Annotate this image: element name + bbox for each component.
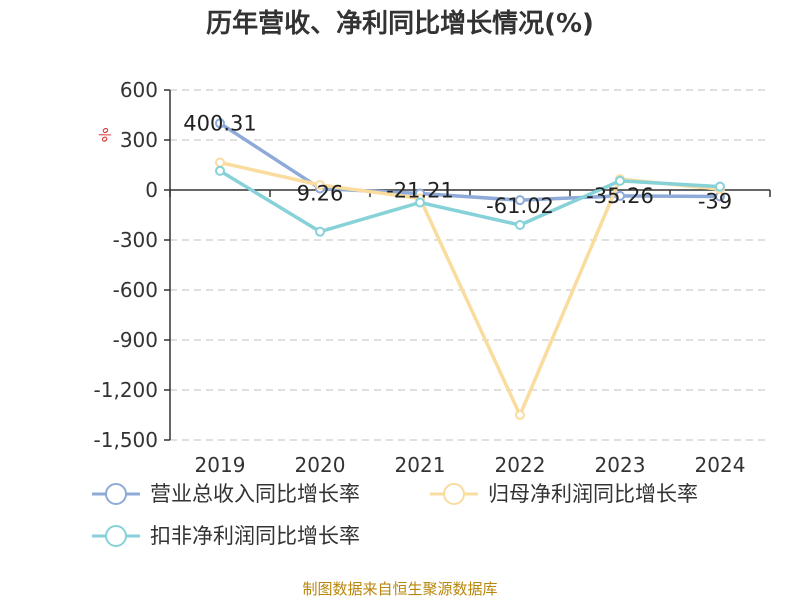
x-tick-label: 2022 <box>495 453 546 477</box>
data-point <box>515 410 525 420</box>
data-point <box>215 118 225 129</box>
data-point <box>215 165 225 176</box>
data-point <box>515 220 525 230</box>
x-tick-label: 2020 <box>295 453 346 477</box>
data-point <box>315 226 325 237</box>
data-label: -35.26 <box>586 184 654 208</box>
chart-title: 历年营收、净利同比增长情况(%) <box>206 8 594 39</box>
x-tick-label: 2023 <box>595 453 646 477</box>
data-point <box>315 180 325 190</box>
legend-item-1: 营业总收入同比增长率 <box>92 482 360 506</box>
data-labels: 400.31 9.26 -21.21 -61.02 -35.26 -39 <box>183 111 732 218</box>
y-tick-label: 0 <box>145 178 158 202</box>
series-lines <box>215 118 725 420</box>
axes <box>164 89 771 441</box>
y-unit-label: % <box>94 126 115 146</box>
data-label: 400.31 <box>183 111 256 135</box>
y-tick-label: 300 <box>120 128 158 152</box>
legend-item-2: 归母净利润同比增长率 <box>430 482 698 506</box>
legend-label: 归母净利润同比增长率 <box>488 482 698 506</box>
y-tick-label: 600 <box>120 78 158 102</box>
y-tick-label: -1,500 <box>94 428 158 452</box>
legend-label: 扣非净利润同比增长率 <box>150 524 360 548</box>
y-tick-label: -1,200 <box>94 378 158 402</box>
series-line-1 <box>219 121 721 202</box>
source-note: 制图数据来自恒生聚源数据库 <box>302 580 497 598</box>
data-point <box>715 181 725 192</box>
data-point <box>515 195 525 206</box>
x-tick-label: 2021 <box>395 453 446 477</box>
y-tick-label: -300 <box>113 228 158 252</box>
x-tick-label: 2019 <box>195 453 246 477</box>
data-point <box>615 190 625 201</box>
data-point <box>215 157 225 168</box>
data-label: -61.02 <box>486 194 554 218</box>
legend-item-3: 扣非净利润同比增长率 <box>92 524 360 548</box>
data-label: 9.26 <box>297 181 344 205</box>
legend-marker-icon <box>443 483 465 505</box>
series-line-3 <box>219 169 721 234</box>
grid-lines <box>170 89 770 441</box>
x-tick-labels: 2019 2020 2021 2022 2023 2024 <box>195 453 746 477</box>
x-tick-label: 2024 <box>695 453 746 477</box>
y-tick-label: -600 <box>113 278 158 302</box>
y-tick-labels: 600 300 0 -300 -600 -900 -1,200 -1,500 <box>94 78 158 452</box>
data-label: -21.21 <box>386 179 454 203</box>
data-point <box>415 197 425 208</box>
legend-label: 营业总收入同比增长率 <box>150 482 360 506</box>
y-tick-label: -900 <box>113 328 158 352</box>
data-label: -39 <box>698 190 732 214</box>
legend-marker-icon <box>105 525 127 547</box>
legend-marker-icon <box>105 483 127 505</box>
data-point <box>615 175 625 186</box>
